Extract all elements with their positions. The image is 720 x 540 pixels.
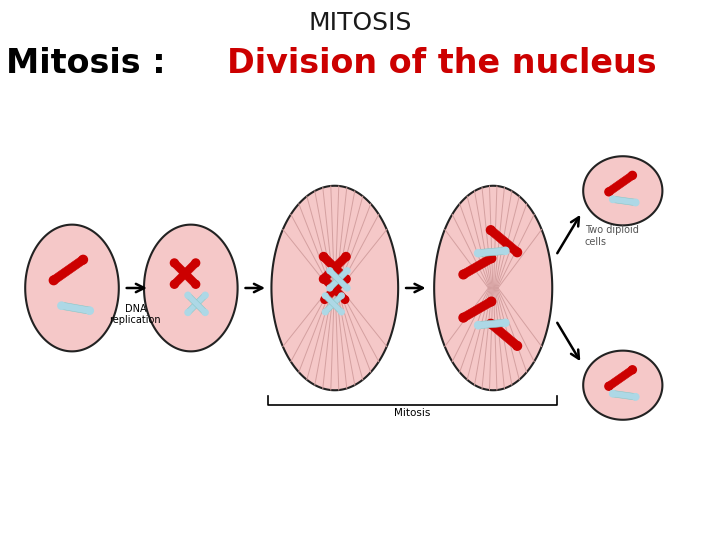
Polygon shape <box>488 227 520 255</box>
Polygon shape <box>171 260 199 287</box>
Polygon shape <box>606 367 635 389</box>
Polygon shape <box>328 268 349 290</box>
Circle shape <box>202 292 208 298</box>
Circle shape <box>342 275 350 283</box>
Text: DNA
replication: DNA replication <box>109 304 161 326</box>
Polygon shape <box>271 186 398 390</box>
Circle shape <box>202 309 208 315</box>
Circle shape <box>192 259 199 267</box>
Circle shape <box>192 280 199 288</box>
Circle shape <box>502 319 509 326</box>
Circle shape <box>171 259 179 267</box>
Circle shape <box>474 322 482 329</box>
Circle shape <box>320 253 328 261</box>
Circle shape <box>632 394 639 400</box>
Circle shape <box>629 171 636 179</box>
Polygon shape <box>25 225 119 352</box>
Polygon shape <box>51 256 86 284</box>
Polygon shape <box>613 390 636 400</box>
Polygon shape <box>583 350 662 420</box>
Circle shape <box>344 268 350 274</box>
Polygon shape <box>320 254 349 282</box>
Polygon shape <box>434 186 552 390</box>
Polygon shape <box>462 254 493 278</box>
Circle shape <box>341 296 348 303</box>
Circle shape <box>487 319 495 328</box>
Circle shape <box>513 342 521 350</box>
Polygon shape <box>144 225 238 352</box>
Circle shape <box>185 292 191 298</box>
Text: Mitosis: Mitosis <box>394 408 431 418</box>
Polygon shape <box>322 276 348 302</box>
Polygon shape <box>613 196 636 206</box>
Circle shape <box>338 293 344 299</box>
Text: Two diploid
cells: Two diploid cells <box>585 225 639 247</box>
Circle shape <box>610 196 616 202</box>
Circle shape <box>323 309 328 315</box>
Circle shape <box>344 285 350 291</box>
Polygon shape <box>478 319 505 329</box>
Circle shape <box>78 255 87 264</box>
Polygon shape <box>320 254 349 282</box>
Circle shape <box>321 296 328 303</box>
Polygon shape <box>323 294 343 314</box>
Circle shape <box>610 390 616 397</box>
Polygon shape <box>583 156 662 225</box>
Circle shape <box>632 199 639 206</box>
Circle shape <box>629 366 636 374</box>
Circle shape <box>327 285 333 291</box>
Circle shape <box>323 293 328 299</box>
Polygon shape <box>328 268 349 290</box>
Circle shape <box>459 270 468 279</box>
Text: MITOSIS: MITOSIS <box>308 11 412 35</box>
Polygon shape <box>171 260 199 287</box>
Polygon shape <box>186 293 207 315</box>
Text: Division of the nucleus: Division of the nucleus <box>227 47 657 80</box>
Circle shape <box>459 313 468 322</box>
Polygon shape <box>186 293 207 315</box>
Polygon shape <box>606 172 635 195</box>
Circle shape <box>605 382 613 390</box>
Polygon shape <box>60 302 91 314</box>
Circle shape <box>58 302 65 309</box>
Circle shape <box>474 249 482 257</box>
Circle shape <box>338 309 344 315</box>
Circle shape <box>342 253 350 261</box>
Circle shape <box>185 309 191 315</box>
Circle shape <box>50 276 58 285</box>
Circle shape <box>320 275 328 283</box>
Circle shape <box>341 275 348 283</box>
Circle shape <box>321 275 328 283</box>
Polygon shape <box>488 320 520 349</box>
Circle shape <box>171 280 179 288</box>
Circle shape <box>86 307 94 314</box>
Circle shape <box>487 297 495 306</box>
Polygon shape <box>462 298 493 321</box>
Circle shape <box>513 248 521 256</box>
Polygon shape <box>478 247 505 257</box>
Circle shape <box>487 226 495 234</box>
Circle shape <box>502 247 509 254</box>
Polygon shape <box>322 276 348 302</box>
Circle shape <box>487 254 495 262</box>
Circle shape <box>605 188 613 196</box>
Polygon shape <box>323 294 343 314</box>
Circle shape <box>327 268 333 274</box>
Text: Mitosis :: Mitosis : <box>6 47 177 80</box>
